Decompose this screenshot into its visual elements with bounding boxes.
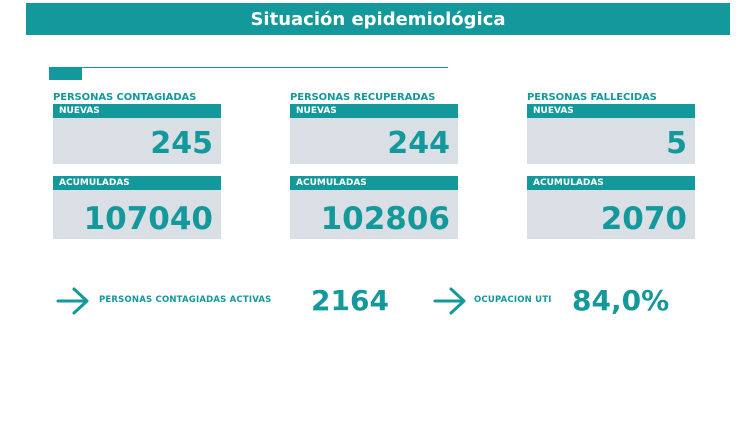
- acumuladas-tag: ACUMULADAS: [290, 176, 458, 190]
- fallecidas-title: PERSONAS FALLECIDAS: [527, 92, 657, 103]
- page-header: Situación epidemiológica: [26, 3, 730, 35]
- contagiadas-title: PERSONAS CONTAGIADAS: [53, 92, 197, 103]
- nuevas-tag: NUEVAS: [53, 104, 221, 118]
- nuevas-tag: NUEVAS: [290, 104, 458, 118]
- contagiadas-nuevas-card: NUEVAS 245: [53, 104, 221, 164]
- page-title: Situación epidemiológica: [250, 8, 506, 30]
- contagiadas-column: PERSONAS CONTAGIADAS NUEVAS 245 ACUMULAD…: [53, 92, 223, 239]
- recuperadas-acumuladas-card: ACUMULADAS 102806: [290, 176, 458, 239]
- recuperadas-nuevas-card: NUEVAS 244: [290, 104, 458, 164]
- fallecidas-column: PERSONAS FALLECIDAS NUEVAS 5 ACUMULADAS …: [527, 92, 697, 239]
- accent-line: [49, 67, 448, 68]
- fallecidas-nuevas-card: NUEVAS 5: [527, 104, 695, 164]
- contagiadas-acumuladas-card: ACUMULADAS 107040: [53, 176, 221, 239]
- acumuladas-tag: ACUMULADAS: [527, 176, 695, 190]
- arrow-right-icon: [56, 287, 89, 315]
- fallecidas-acumuladas-value: 2070: [600, 201, 687, 237]
- recuperadas-column: PERSONAS RECUPERADAS NUEVAS 244 ACUMULAD…: [290, 92, 460, 239]
- nuevas-tag: NUEVAS: [527, 104, 695, 118]
- accent-block: [49, 68, 82, 80]
- recuperadas-title: PERSONAS RECUPERADAS: [290, 92, 436, 103]
- activas-value: 2164: [311, 284, 389, 317]
- recuperadas-nuevas-value: 244: [387, 126, 450, 161]
- contagiadas-acumuladas-value: 107040: [83, 201, 213, 237]
- acumuladas-tag: ACUMULADAS: [53, 176, 221, 190]
- contagiadas-nuevas-value: 245: [150, 126, 213, 161]
- uti-label: OCUPACION UTI: [474, 295, 552, 305]
- activas-label: PERSONAS CONTAGIADAS ACTIVAS: [99, 295, 272, 305]
- uti-value: 84,0%: [572, 284, 670, 317]
- summary-row: PERSONAS CONTAGIADAS ACTIVAS 2164 OCUPAC…: [56, 284, 716, 318]
- recuperadas-acumuladas-value: 102806: [320, 201, 450, 237]
- arrow-right-icon: [433, 287, 466, 315]
- fallecidas-nuevas-value: 5: [666, 126, 687, 161]
- fallecidas-acumuladas-card: ACUMULADAS 2070: [527, 176, 695, 239]
